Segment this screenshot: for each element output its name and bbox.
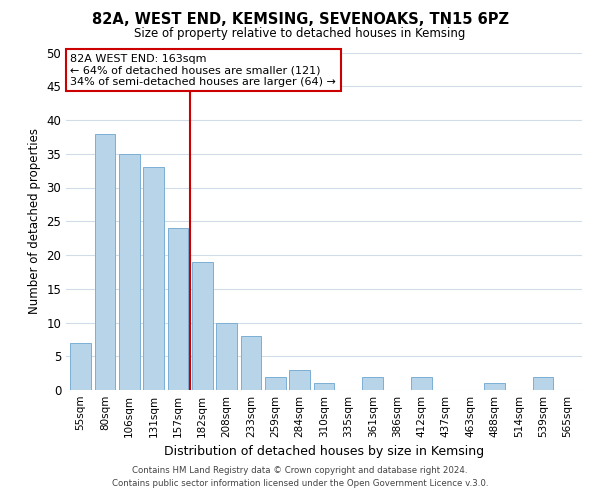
Bar — [484, 383, 505, 390]
Text: Contains HM Land Registry data © Crown copyright and database right 2024.
Contai: Contains HM Land Registry data © Crown c… — [112, 466, 488, 487]
Bar — [216, 322, 237, 390]
Bar — [314, 383, 334, 390]
Bar — [411, 376, 432, 390]
Bar — [70, 343, 91, 390]
X-axis label: Distribution of detached houses by size in Kemsing: Distribution of detached houses by size … — [164, 446, 484, 458]
Text: 82A, WEST END, KEMSING, SEVENOAKS, TN15 6PZ: 82A, WEST END, KEMSING, SEVENOAKS, TN15 … — [91, 12, 509, 28]
Bar — [533, 376, 553, 390]
Bar — [167, 228, 188, 390]
Text: Size of property relative to detached houses in Kemsing: Size of property relative to detached ho… — [134, 28, 466, 40]
Bar — [143, 167, 164, 390]
Bar — [192, 262, 212, 390]
Bar — [241, 336, 262, 390]
Bar — [95, 134, 115, 390]
Bar — [362, 376, 383, 390]
Bar — [119, 154, 140, 390]
Y-axis label: Number of detached properties: Number of detached properties — [28, 128, 41, 314]
Bar — [265, 376, 286, 390]
Text: 82A WEST END: 163sqm
← 64% of detached houses are smaller (121)
34% of semi-deta: 82A WEST END: 163sqm ← 64% of detached h… — [70, 54, 336, 87]
Bar — [289, 370, 310, 390]
